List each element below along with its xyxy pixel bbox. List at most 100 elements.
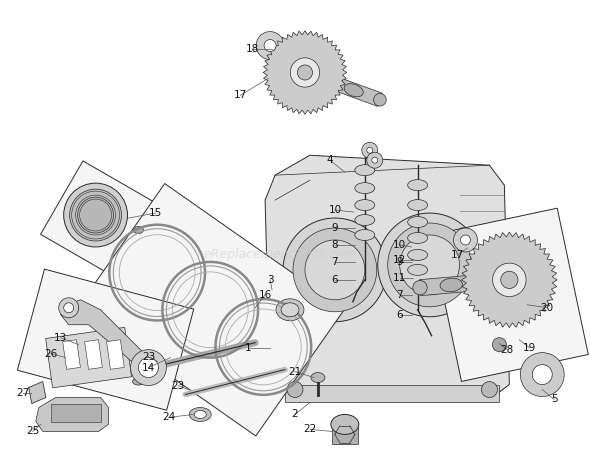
Polygon shape bbox=[29, 382, 46, 404]
Polygon shape bbox=[461, 232, 557, 328]
Text: 4: 4 bbox=[327, 155, 333, 165]
Ellipse shape bbox=[133, 226, 143, 233]
Polygon shape bbox=[76, 184, 345, 436]
Text: 1: 1 bbox=[245, 343, 251, 352]
Ellipse shape bbox=[440, 278, 463, 292]
Text: 26: 26 bbox=[44, 349, 57, 359]
Bar bbox=[285, 385, 499, 403]
Circle shape bbox=[297, 65, 313, 80]
Text: 5: 5 bbox=[551, 394, 558, 405]
Text: 23: 23 bbox=[172, 380, 185, 391]
Polygon shape bbox=[41, 161, 160, 279]
Text: 6: 6 bbox=[396, 310, 403, 320]
Circle shape bbox=[399, 235, 460, 295]
Circle shape bbox=[290, 58, 320, 87]
Ellipse shape bbox=[276, 299, 304, 321]
Text: 19: 19 bbox=[523, 343, 536, 352]
Text: 10: 10 bbox=[328, 205, 342, 215]
Bar bbox=[332, 425, 358, 445]
Text: 15: 15 bbox=[149, 208, 162, 218]
Text: 3: 3 bbox=[267, 275, 273, 285]
Circle shape bbox=[372, 157, 378, 163]
Text: 6: 6 bbox=[332, 275, 338, 285]
Text: 24: 24 bbox=[162, 412, 175, 422]
Text: 28: 28 bbox=[501, 345, 514, 355]
Circle shape bbox=[283, 218, 386, 322]
Text: 17: 17 bbox=[451, 250, 464, 260]
Text: 7: 7 bbox=[332, 257, 338, 267]
Ellipse shape bbox=[189, 407, 211, 421]
Ellipse shape bbox=[281, 303, 299, 317]
Ellipse shape bbox=[373, 93, 386, 106]
Circle shape bbox=[293, 228, 377, 312]
Polygon shape bbox=[263, 31, 347, 114]
Circle shape bbox=[481, 382, 497, 398]
Circle shape bbox=[362, 142, 378, 158]
Circle shape bbox=[501, 271, 518, 288]
Ellipse shape bbox=[413, 280, 427, 295]
Text: 12: 12 bbox=[393, 255, 407, 265]
Ellipse shape bbox=[408, 265, 428, 275]
Bar bbox=[51, 405, 100, 422]
Text: 9: 9 bbox=[332, 223, 338, 233]
Ellipse shape bbox=[331, 414, 359, 434]
Ellipse shape bbox=[355, 199, 375, 211]
Circle shape bbox=[367, 152, 383, 168]
Ellipse shape bbox=[311, 372, 325, 383]
Circle shape bbox=[130, 350, 166, 385]
Text: 27: 27 bbox=[16, 387, 30, 398]
Circle shape bbox=[388, 223, 471, 307]
Circle shape bbox=[256, 32, 284, 60]
Polygon shape bbox=[431, 208, 588, 381]
Circle shape bbox=[461, 235, 470, 245]
Text: 9: 9 bbox=[396, 257, 403, 267]
Ellipse shape bbox=[133, 378, 145, 385]
Circle shape bbox=[70, 189, 122, 241]
Text: 17: 17 bbox=[234, 90, 247, 100]
Bar bbox=[63, 340, 80, 369]
Circle shape bbox=[264, 40, 276, 52]
Text: 13: 13 bbox=[54, 332, 67, 343]
Circle shape bbox=[367, 147, 373, 153]
Text: 25: 25 bbox=[26, 426, 40, 437]
Text: eReplacementParts.com: eReplacementParts.com bbox=[204, 248, 356, 261]
Polygon shape bbox=[36, 398, 109, 432]
Ellipse shape bbox=[408, 179, 428, 191]
Circle shape bbox=[305, 240, 365, 300]
Ellipse shape bbox=[471, 275, 494, 289]
Ellipse shape bbox=[408, 232, 428, 244]
Text: 18: 18 bbox=[245, 44, 259, 53]
Text: 14: 14 bbox=[142, 363, 155, 372]
Ellipse shape bbox=[355, 183, 375, 193]
Text: 7: 7 bbox=[396, 290, 403, 300]
Polygon shape bbox=[61, 300, 155, 378]
Ellipse shape bbox=[408, 249, 428, 260]
Ellipse shape bbox=[355, 165, 375, 176]
Circle shape bbox=[139, 358, 158, 378]
Circle shape bbox=[493, 263, 526, 297]
Circle shape bbox=[520, 352, 564, 397]
Text: 20: 20 bbox=[540, 303, 554, 313]
Text: 8: 8 bbox=[332, 240, 338, 250]
Ellipse shape bbox=[408, 217, 428, 227]
Circle shape bbox=[532, 365, 552, 385]
Text: 11: 11 bbox=[393, 273, 407, 283]
Circle shape bbox=[59, 298, 78, 318]
Circle shape bbox=[454, 228, 477, 252]
Text: 21: 21 bbox=[289, 366, 301, 377]
Circle shape bbox=[64, 303, 74, 313]
Text: 22: 22 bbox=[303, 425, 317, 434]
Circle shape bbox=[64, 183, 127, 247]
Text: 23: 23 bbox=[142, 352, 155, 362]
Bar bbox=[107, 340, 124, 369]
Circle shape bbox=[378, 213, 481, 317]
Polygon shape bbox=[265, 155, 509, 399]
Ellipse shape bbox=[355, 214, 375, 226]
Polygon shape bbox=[303, 66, 382, 106]
Polygon shape bbox=[45, 327, 132, 388]
Ellipse shape bbox=[194, 411, 206, 419]
Ellipse shape bbox=[318, 74, 337, 87]
Text: 10: 10 bbox=[393, 240, 407, 250]
Ellipse shape bbox=[355, 230, 375, 240]
Text: 2: 2 bbox=[291, 410, 299, 419]
